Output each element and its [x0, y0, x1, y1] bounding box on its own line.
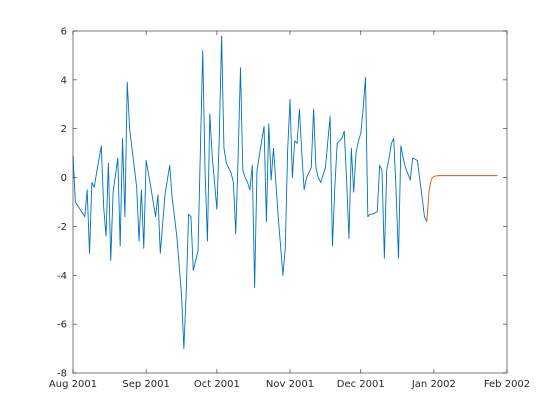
x-tick-label: Aug 2001 — [49, 379, 97, 390]
x-tick-label: Feb 2002 — [484, 379, 530, 390]
y-tick-label: 6 — [61, 27, 67, 38]
y-tick-label: -2 — [57, 222, 67, 233]
x-tick-label: Jan 2002 — [411, 379, 456, 390]
series-line-2 — [426, 175, 498, 222]
y-tick-label: 0 — [61, 173, 67, 184]
y-tick-label: -6 — [57, 320, 67, 331]
x-tick-label: Oct 2001 — [194, 379, 240, 390]
x-axis: Aug 2001 Sep 2001 Oct 2001 Nov 2001 Dec 2001… — [49, 31, 530, 390]
x-tick-label: Sep 2001 — [122, 379, 169, 390]
plot-area — [73, 31, 507, 373]
y-tick-label: 4 — [61, 75, 67, 86]
y-axis: -8 -6 -4 -2 0 2 4 6 — [57, 27, 507, 380]
series-line-1 — [72, 35, 428, 350]
y-tick-label: -8 — [57, 369, 67, 380]
series-layer — [72, 35, 498, 350]
y-tick-label: -4 — [57, 271, 67, 282]
x-tick-label: Dec 2001 — [337, 379, 385, 390]
y-tick-label: 2 — [61, 124, 67, 135]
x-tick-label: Nov 2001 — [266, 379, 314, 390]
